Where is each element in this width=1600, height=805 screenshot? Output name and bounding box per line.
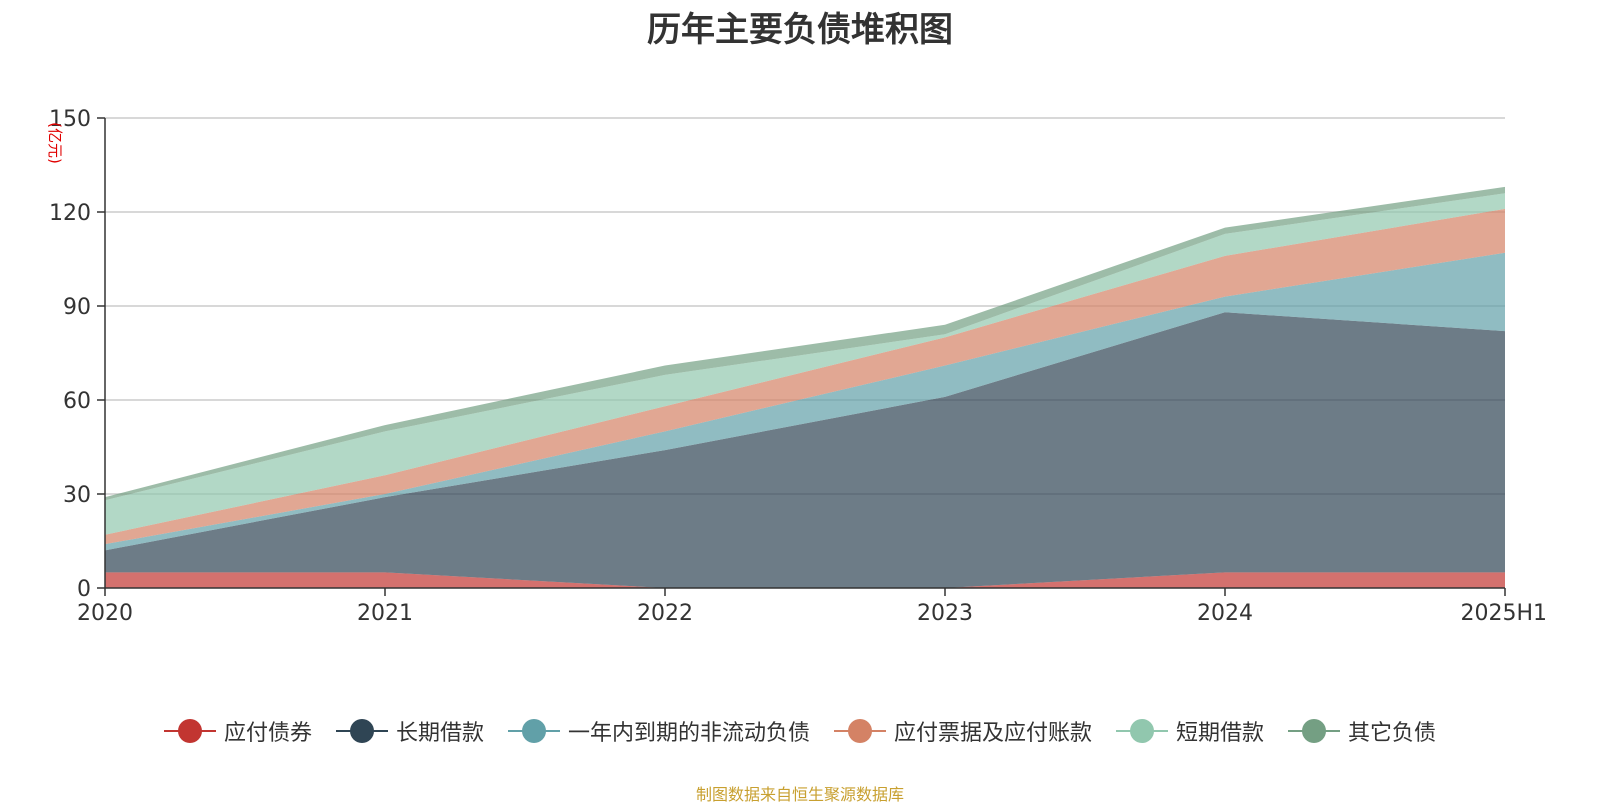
x-tick-label: 2023	[917, 601, 973, 626]
legend-item[interactable]: 应付票据及应付账款	[834, 715, 1092, 747]
axes: 0 30 60 90 120 150 2020 2021 2022 2023 2024 2025H1	[49, 107, 1547, 626]
area-series-layer	[105, 186, 1505, 588]
y-axis-unit-label: (亿元)	[46, 122, 64, 164]
legend-marker-icon	[163, 717, 216, 745]
legend-label: 应付债券	[223, 721, 312, 746]
legend-label: 其它负债	[1348, 721, 1437, 746]
x-tick-label: 2020	[77, 601, 133, 626]
area-series	[105, 312, 1505, 588]
legend-label: 长期借款	[395, 721, 484, 746]
x-tick-label: 2024	[1197, 601, 1253, 626]
chart-title: 历年主要负债堆积图	[647, 10, 953, 50]
legend-item[interactable]: 长期借款	[335, 715, 484, 747]
y-tick-label: 0	[77, 577, 91, 602]
legend-marker-icon	[834, 717, 886, 745]
legend-label: 应付票据及应付账款	[894, 721, 1093, 746]
x-tick-label: 2021	[357, 601, 413, 626]
y-tick-label: 150	[49, 107, 91, 132]
source-note: 制图数据来自恒生聚源数据库	[695, 785, 904, 804]
area-series	[105, 208, 1505, 545]
x-tick-label: 2022	[637, 601, 693, 626]
area-series	[105, 193, 1505, 535]
legend-item[interactable]: 其它负债	[1288, 715, 1436, 747]
area-series	[105, 572, 1505, 588]
y-tick-label: 120	[49, 201, 91, 226]
legend-item[interactable]: 短期借款	[1116, 715, 1264, 747]
y-tick-label: 60	[63, 389, 91, 414]
legend-label: 一年内到期的非流动负债	[567, 721, 810, 746]
legend: 应付债券 长期借款 一年内到期的非流动负债 应付票据及应付账款 短期借款 其它负债	[0, 715, 1600, 747]
legend-marker-icon	[1116, 717, 1169, 745]
legend-marker-icon	[507, 717, 560, 745]
legend-label: 短期借款	[1176, 721, 1265, 746]
legend-item[interactable]: 应付债券	[163, 715, 312, 747]
legend-marker-icon	[1288, 717, 1341, 745]
legend-marker-icon	[335, 717, 388, 745]
legend-item[interactable]: 一年内到期的非流动负债	[507, 715, 810, 747]
area-series	[105, 252, 1505, 551]
x-tick-label: 2025H1	[1460, 601, 1547, 626]
y-tick-label: 30	[63, 483, 91, 508]
y-tick-label: 90	[63, 295, 91, 320]
